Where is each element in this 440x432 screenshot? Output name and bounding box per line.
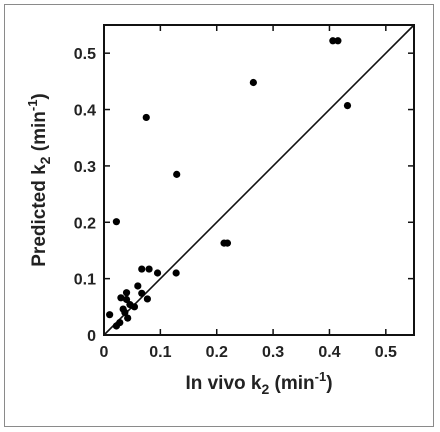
x-tick-label: 0.4 xyxy=(318,344,340,361)
data-point xyxy=(138,289,146,297)
y-tick-label: 0 xyxy=(87,328,96,345)
data-point xyxy=(145,265,153,273)
data-point xyxy=(334,37,342,45)
data-point xyxy=(172,269,180,277)
y-tick-label: 0.3 xyxy=(74,159,96,176)
data-point xyxy=(122,289,131,297)
y-tick-label: 0.1 xyxy=(74,272,96,289)
y-tick-label: 0.5 xyxy=(74,46,96,63)
plot-area-border xyxy=(103,24,415,336)
data-point xyxy=(117,294,125,302)
data-point xyxy=(124,314,132,322)
data-point xyxy=(153,269,162,277)
x-tick-label: 0 xyxy=(100,344,109,361)
y-tick-label: 0.4 xyxy=(74,103,96,120)
identity-line xyxy=(103,24,415,336)
data-point xyxy=(173,170,181,178)
x-tick-label: 0.3 xyxy=(262,344,284,361)
data-point xyxy=(106,311,114,319)
y-tick-label: 0.2 xyxy=(74,215,96,232)
points-layer xyxy=(106,37,352,330)
data-point xyxy=(249,78,257,87)
data-point xyxy=(143,295,151,303)
data-point xyxy=(142,113,150,122)
x-tick-label: 0.2 xyxy=(206,344,228,361)
x-tick-label: 0.5 xyxy=(375,344,397,361)
data-point xyxy=(121,308,129,317)
data-point xyxy=(130,303,139,311)
data-point xyxy=(112,322,120,330)
data-point xyxy=(122,295,131,304)
figure-frame xyxy=(4,4,434,427)
y-axis-title: Predicted k2 (min-1) xyxy=(25,93,53,267)
data-point xyxy=(223,239,232,247)
data-point xyxy=(343,102,352,110)
x-tick-label: 0.1 xyxy=(149,344,171,361)
data-point xyxy=(138,265,146,273)
x-axis-title: In vivo k2 (min-1) xyxy=(185,369,332,397)
tick-labels-layer: 0 0.1 0.2 0.3 0.4 0.5 0 0.1 0.2 0.3 0.4 0.5 xyxy=(74,46,397,361)
data-point xyxy=(112,218,120,226)
data-point xyxy=(134,282,142,290)
data-point xyxy=(329,37,337,45)
